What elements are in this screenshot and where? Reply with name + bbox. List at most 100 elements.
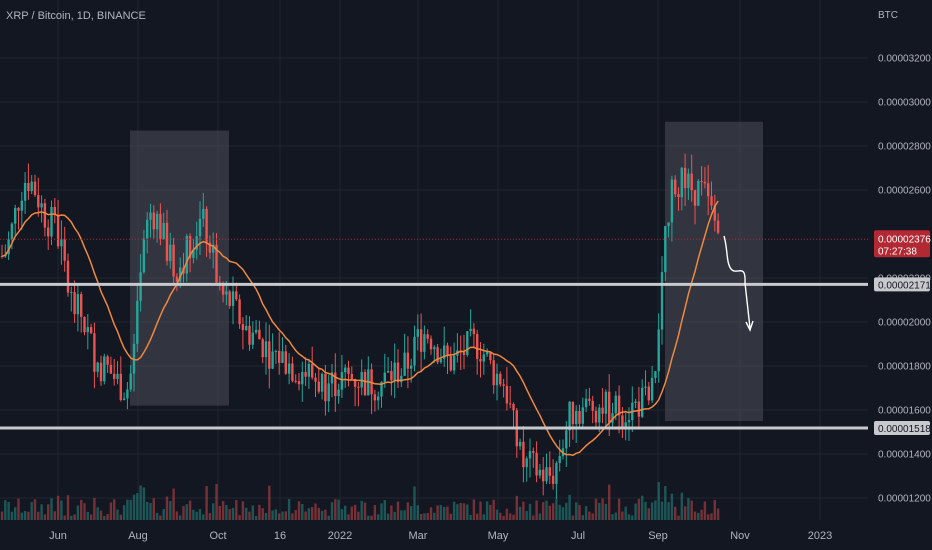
candle-body: [17, 207, 20, 211]
candle-body: [89, 327, 93, 334]
chart-grid: [0, 0, 868, 520]
candle-body: [53, 206, 56, 215]
candle-body: [185, 235, 188, 274]
candle-body: [502, 384, 505, 386]
candle-body: [99, 362, 103, 382]
candle-body: [195, 236, 198, 250]
candle-body: [657, 329, 660, 372]
candle-body: [23, 182, 27, 201]
volume-bar: [60, 500, 63, 520]
time-tick-label: Jun: [49, 530, 67, 542]
volume-bar: [37, 511, 40, 520]
volume-bar: [23, 510, 27, 520]
volume-bar: [598, 502, 601, 520]
price-tick-label: 0.00001400: [878, 450, 931, 461]
candle-body: [555, 463, 558, 484]
candle-body: [106, 356, 109, 365]
volume-bar: [584, 506, 588, 520]
candle-body: [650, 377, 654, 401]
volume-bar: [314, 503, 317, 520]
volume-bar: [169, 501, 172, 520]
volume-bar: [221, 501, 225, 520]
volume-bar: [70, 515, 73, 520]
price-tick-label: 0.00003200: [878, 54, 931, 65]
volume-bar: [367, 515, 370, 520]
volume-bar: [149, 503, 152, 520]
volume-bar: [99, 510, 103, 520]
volume-bar: [248, 511, 251, 520]
level-label: 0.00002171: [878, 280, 931, 291]
candle-body: [175, 276, 179, 282]
price-tick-label: 0.00002000: [878, 318, 931, 329]
candle-body: [571, 401, 575, 425]
candle-body: [320, 373, 324, 392]
volume-bar: [624, 506, 627, 520]
price-tick-label: 0.00002600: [878, 186, 931, 197]
volume-bar: [410, 505, 413, 520]
volume-bar: [707, 514, 710, 520]
time-axis[interactable]: Jun Aug Oct 16 2022 Mar May Jul Sep Nov 2023: [49, 530, 832, 542]
candle-body: [149, 212, 152, 220]
candle-body: [221, 283, 225, 295]
candle-body: [113, 373, 116, 379]
last-price-label: 0.00002376: [878, 234, 931, 245]
volume-bar: [27, 511, 30, 520]
candle-body: [291, 363, 294, 381]
candle-body: [202, 208, 205, 219]
horizontal-levels[interactable]: [0, 238, 868, 430]
candle-body: [281, 351, 284, 363]
volume-bar: [650, 502, 654, 520]
volume-bar: [571, 515, 575, 520]
candle-body: [10, 223, 14, 240]
time-tick-label: May: [488, 530, 509, 542]
candle-body: [660, 272, 664, 330]
volume-bar: [264, 512, 268, 520]
candle-body: [268, 341, 271, 369]
volume-bar: [231, 507, 235, 520]
candle-body: [707, 183, 710, 197]
volume-bar: [340, 509, 344, 520]
price-tick-label: 0.00001800: [878, 362, 931, 373]
candle-body: [644, 386, 647, 388]
candle-body: [674, 179, 677, 195]
candle-body: [396, 362, 400, 383]
candle-body: [66, 260, 70, 293]
volume-bar: [449, 513, 452, 520]
volume-bar: [30, 502, 33, 520]
candle-body: [611, 413, 614, 423]
volume-bar: [353, 504, 357, 520]
candle-body: [370, 369, 373, 395]
candle-body: [545, 467, 548, 482]
volume-bar: [631, 515, 634, 520]
candle-body: [390, 371, 393, 381]
time-tick-label: 2023: [808, 530, 832, 542]
time-tick-label: Oct: [209, 530, 226, 542]
candle-body: [33, 181, 37, 196]
candle-body: [248, 325, 251, 345]
volume-bar: [238, 515, 241, 520]
candle-body: [535, 452, 538, 476]
candle-body: [251, 332, 254, 345]
candle-body: [122, 398, 126, 400]
candle-body: [466, 331, 469, 355]
candle-body: [116, 373, 119, 379]
candle-body: [347, 367, 350, 374]
candle-body: [703, 181, 707, 184]
volume-bar: [152, 498, 155, 520]
volume-bar: [132, 494, 136, 520]
volume-bar: [344, 505, 347, 520]
candle-body: [670, 179, 674, 223]
volume-bar: [136, 492, 139, 520]
volume-bar: [17, 498, 20, 520]
volume-bar: [466, 504, 469, 520]
candle-body: [472, 328, 476, 335]
candle-body: [436, 347, 439, 363]
candle-body: [93, 333, 96, 372]
volume-bar: [423, 513, 426, 520]
volume-bar: [205, 486, 208, 520]
candle-body: [80, 294, 83, 317]
volume-bar: [644, 501, 647, 520]
candle-body: [327, 383, 330, 402]
volume-bar: [225, 505, 228, 520]
